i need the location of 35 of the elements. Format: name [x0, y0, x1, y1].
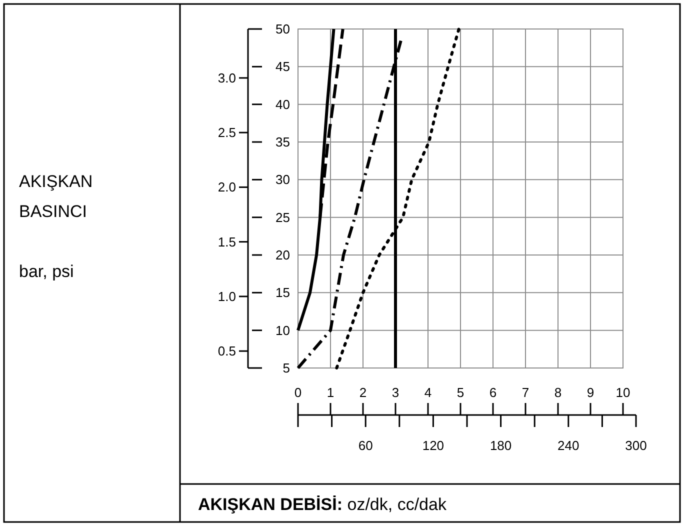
x2-tick-label: 180 — [490, 438, 512, 453]
text: AKIŞKAN BASINCI bar, psi — [19, 172, 93, 281]
x-tick-label: 2 — [359, 385, 367, 400]
y-tick-label: 20 — [276, 248, 290, 263]
y2-tick-label: 1.5 — [218, 234, 236, 250]
y-tick-label: 45 — [276, 59, 290, 74]
x-tick-label: 7 — [522, 385, 530, 400]
y2-tick-label: 0.5 — [218, 344, 236, 359]
x-tick-label: 5 — [456, 385, 464, 400]
y-tick-label: 25 — [276, 210, 290, 225]
x-tick-label: 10 — [616, 385, 630, 400]
x-tick-label: 6 — [489, 385, 497, 400]
x-tick-label: 0 — [294, 385, 302, 400]
x2-tick-label: 120 — [422, 438, 444, 453]
x2-tick-label: 240 — [558, 438, 580, 453]
y-tick-label: 30 — [276, 172, 290, 188]
y-tick-label: 15 — [276, 285, 290, 300]
x2-tick-label: 60 — [358, 438, 373, 453]
y-tick-label: 35 — [276, 134, 290, 150]
x-tick-label: 4 — [424, 385, 432, 400]
x-tick-label: 8 — [554, 385, 562, 400]
y-tick-label: 40 — [276, 96, 290, 112]
line-series — [335, 28, 460, 370]
x2-tick-label: 300 — [625, 438, 647, 453]
y-tick-label: 10 — [276, 322, 290, 338]
y2-tick-label: 3.0 — [218, 70, 236, 86]
x-tick-label: 9 — [586, 385, 594, 400]
y2-tick-label: 2.5 — [218, 125, 236, 140]
x-tick-label: 1 — [326, 385, 334, 400]
y-tick-label: 5 — [282, 360, 290, 376]
y2-tick-label: 2.0 — [218, 180, 236, 195]
x-axis-title: AKIŞKAN DEBİSİ: oz/dk, cc/dak — [198, 495, 447, 514]
y-tick-label: 50 — [276, 22, 290, 37]
y2-tick-label: 1.0 — [218, 288, 236, 304]
x-tick-label: 3 — [392, 385, 400, 400]
